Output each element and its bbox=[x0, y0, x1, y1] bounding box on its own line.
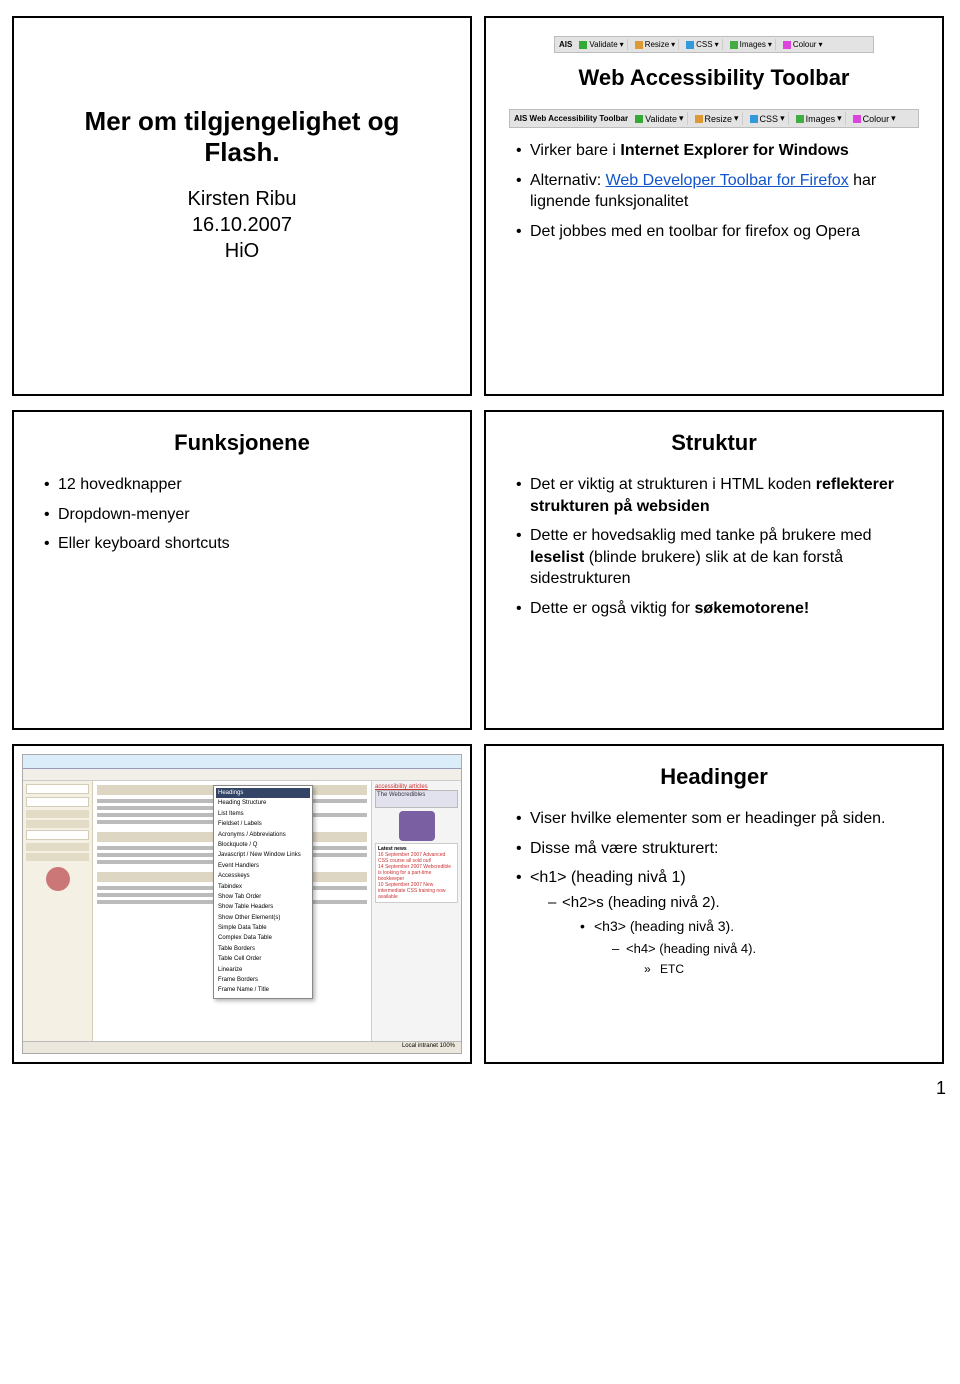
slide-6-title: Headinger bbox=[508, 764, 920, 790]
news-box: Latest news 16 September 2007 Advanced C… bbox=[375, 843, 458, 903]
menu-item: Accesskeys bbox=[216, 871, 310, 881]
menu-item: Complex Data Table bbox=[216, 933, 310, 943]
slide-1-title: Mer om tilgjengelighet og Flash. bbox=[36, 106, 448, 168]
org: HiO bbox=[36, 238, 448, 264]
menu-item: Headings bbox=[216, 788, 310, 798]
slide-2-bullets: Virker bare i Internet Explorer for Wind… bbox=[508, 140, 920, 242]
slide-3-bullets: 12 hovedknapper Dropdown-menyer Eller ke… bbox=[36, 474, 448, 555]
slide-1: Mer om tilgjengelighet og Flash. Kirsten… bbox=[12, 16, 472, 396]
bullet-12: 12 hovedknapper bbox=[44, 474, 448, 496]
slide-4: Struktur Det er viktig at strukturen i H… bbox=[484, 410, 944, 730]
bullet-h1: <h1> (heading nivå 1) <h2>s (heading niv… bbox=[516, 867, 920, 977]
bullet-dropdown: Dropdown-menyer bbox=[44, 504, 448, 526]
menu-item: List Items bbox=[216, 809, 310, 819]
tb-css: CSS ▾ bbox=[683, 39, 722, 50]
menu-item: Simple Data Table bbox=[216, 923, 310, 933]
slide-2: AIS Validate ▾ Resize ▾ CSS ▾ Images ▾ C… bbox=[484, 16, 944, 396]
tb-images: Images ▾ bbox=[727, 39, 776, 50]
browser-toolbar bbox=[23, 769, 461, 781]
bullet-dev: Det jobbes med en toolbar for firefox og… bbox=[516, 221, 920, 243]
toolbar-wide: AIS Web Accessibility Toolbar Validate ▾… bbox=[509, 109, 919, 128]
menu-item: Fieldset / Labels bbox=[216, 819, 310, 829]
slide-3: Funksjonene 12 hovedknapper Dropdown-men… bbox=[12, 410, 472, 730]
bullet-keyboard: Eller keyboard shortcuts bbox=[44, 533, 448, 555]
menu-item: Blockquote / Q bbox=[216, 840, 310, 850]
web-developer-link[interactable]: Web Developer Toolbar for Firefox bbox=[606, 172, 849, 189]
bullet-h3: <h3> (heading nivå 3). <h4> (heading niv… bbox=[580, 917, 920, 978]
slide-5: accessibility articles The Webcredibles … bbox=[12, 744, 472, 1064]
bullet-h2: <h2>s (heading nivå 2). <h3> (heading ni… bbox=[548, 893, 920, 978]
menu-item: Table Cell Order bbox=[216, 954, 310, 964]
slide-2-title: Web Accessibility Toolbar bbox=[508, 65, 920, 91]
left-sidebar bbox=[23, 781, 93, 1041]
menu-item: Table Borders bbox=[216, 944, 310, 954]
browser-chrome bbox=[23, 755, 461, 769]
slide-6: Headinger Viser hvilke elementer som er … bbox=[484, 744, 944, 1064]
bullet-ie: Virker bare i Internet Explorer for Wind… bbox=[516, 140, 920, 162]
character-image bbox=[399, 811, 435, 841]
menu-item: Show Other Element(s) bbox=[216, 913, 310, 923]
slide-4-title: Struktur bbox=[508, 430, 920, 456]
date: 16.10.2007 bbox=[36, 212, 448, 238]
title-line-1: Mer om tilgjengelighet og bbox=[85, 106, 400, 136]
menu-item: Acronyms / Abbreviations bbox=[216, 830, 310, 840]
bullet-struct-2: Dette er hovedsaklig med tanke på bruker… bbox=[516, 525, 920, 590]
tb-validate: Validate ▾ bbox=[576, 39, 627, 50]
browser-screenshot: accessibility articles The Webcredibles … bbox=[22, 754, 462, 1054]
page-number: 1 bbox=[12, 1078, 948, 1099]
bullet-h4: <h4> (heading nivå 4). ETC bbox=[612, 940, 920, 978]
bullet-strukturert: Disse må være strukturert: bbox=[516, 838, 920, 860]
bullet-etc: ETC bbox=[644, 961, 920, 977]
author: Kirsten Ribu bbox=[36, 186, 448, 212]
menu-item: Frame Borders bbox=[216, 975, 310, 985]
menu-item: Show Table Headers bbox=[216, 902, 310, 912]
structure-dropdown-menu: HeadingsHeading StructureList ItemsField… bbox=[213, 785, 313, 999]
title-line-2: Flash. bbox=[204, 137, 279, 167]
menu-item: Linearize bbox=[216, 965, 310, 975]
bullet-struct-1: Det er viktig at strukturen i HTML koden… bbox=[516, 474, 920, 517]
menu-item: Event Handlers bbox=[216, 861, 310, 871]
bullet-viser: Viser hvilke elementer som er headinger … bbox=[516, 808, 920, 830]
usable-badge bbox=[46, 867, 70, 891]
slide-4-bullets: Det er viktig at strukturen i HTML koden… bbox=[508, 474, 920, 620]
right-sidebar: accessibility articles The Webcredibles … bbox=[371, 781, 461, 1041]
webcredibles-box: The Webcredibles bbox=[375, 790, 458, 808]
tb-resize: Resize ▾ bbox=[632, 39, 679, 50]
menu-item: Heading Structure bbox=[216, 798, 310, 808]
menu-item: Frame Name / Title bbox=[216, 985, 310, 995]
slide-6-bullets: Viser hvilke elementer som er headinger … bbox=[508, 808, 920, 978]
bullet-struct-3: Dette er også viktig for søkemotorene! bbox=[516, 598, 920, 620]
menu-item: Tabindex bbox=[216, 882, 310, 892]
menu-item: Javascript / New Window Links bbox=[216, 850, 310, 860]
bullet-alt: Alternativ: Web Developer Toolbar for Fi… bbox=[516, 170, 920, 213]
slide-1-subtitle: Kirsten Ribu 16.10.2007 HiO bbox=[36, 186, 448, 264]
toolbar-small: AIS Validate ▾ Resize ▾ CSS ▾ Images ▾ C… bbox=[554, 36, 874, 53]
slide-3-title: Funksjonene bbox=[36, 430, 448, 456]
menu-item: Show Tab Order bbox=[216, 892, 310, 902]
tb-colour: Colour ▾ bbox=[780, 39, 826, 50]
status-bar: Local intranet 100% bbox=[23, 1041, 461, 1053]
